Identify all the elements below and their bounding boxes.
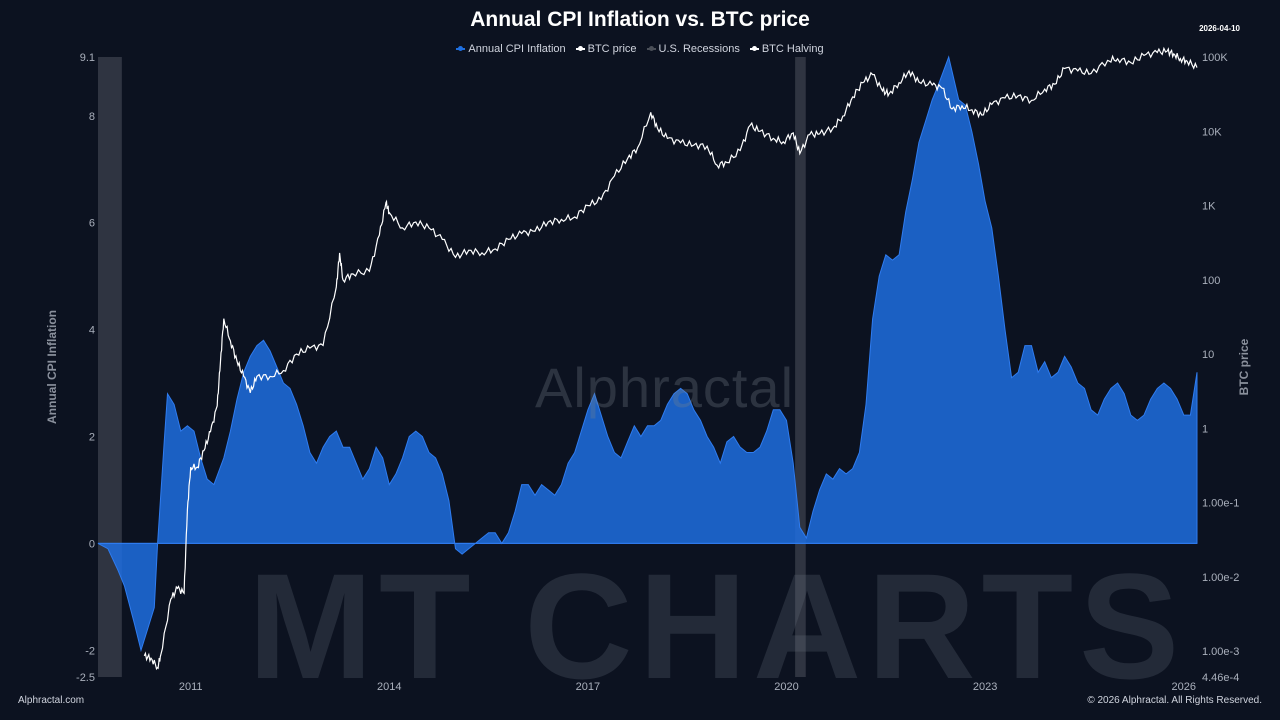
y-left-axis-title: Annual CPI Inflation bbox=[45, 310, 59, 424]
cpi-inflation-area bbox=[97, 55, 1198, 653]
legend-label-btc: BTC price bbox=[587, 43, 637, 55]
x-tick-1: 2014 bbox=[377, 681, 401, 693]
y-left-tick-3: 4 bbox=[89, 325, 95, 337]
legend-item-halving[interactable]: BTC Halving bbox=[749, 43, 824, 55]
recession-band-1 bbox=[795, 57, 806, 677]
legend: Annual CPI Inflation BTC price U.S. Rece… bbox=[0, 43, 1280, 55]
legend-label-cpi: Annual CPI Inflation bbox=[468, 43, 566, 55]
y-right-axis-title: BTC price bbox=[1237, 338, 1251, 395]
recession-band-0 bbox=[98, 57, 122, 677]
legend-swatch-btc bbox=[575, 46, 585, 51]
watermark-brand: Alphractal bbox=[535, 356, 795, 419]
y-right-tick-5: 1 bbox=[1202, 423, 1208, 435]
x-tick-0: 2011 bbox=[179, 681, 203, 693]
y-left-tick-0: 9.1 bbox=[80, 52, 95, 64]
y-right-tick-3: 100 bbox=[1202, 275, 1220, 287]
y-left-tick-6: -2 bbox=[85, 645, 95, 657]
legend-swatch-recessions bbox=[646, 46, 656, 51]
legend-swatch-halving bbox=[749, 46, 759, 51]
chart-date: 2026-04-10 bbox=[1199, 24, 1240, 33]
y-left-tick-4: 2 bbox=[89, 431, 95, 443]
footer-site[interactable]: Alphractal.com bbox=[18, 695, 85, 706]
y-right-tick-9: 4.46e-4 bbox=[1202, 672, 1239, 684]
x-tick-3: 2020 bbox=[774, 681, 798, 693]
legend-label-recessions: U.S. Recessions bbox=[658, 43, 740, 55]
y-right-tick-8: 1.00e-3 bbox=[1202, 646, 1239, 658]
watermark-text: MT CHARTS bbox=[248, 542, 1186, 710]
y-left-tick-2: 6 bbox=[89, 218, 95, 230]
y-right-tick-0: 100K bbox=[1202, 52, 1228, 64]
chart-title: Annual CPI Inflation vs. BTC price bbox=[470, 8, 810, 31]
x-tick-4: 2023 bbox=[973, 681, 997, 693]
footer-copyright: © 2026 Alphractal. All Rights Reserved. bbox=[1087, 695, 1262, 706]
legend-item-cpi[interactable]: Annual CPI Inflation bbox=[456, 43, 566, 55]
y-right-tick-6: 1.00e-1 bbox=[1202, 498, 1239, 510]
x-tick-2: 2017 bbox=[576, 681, 600, 693]
legend-swatch-cpi bbox=[456, 46, 466, 51]
y-left-tick-7: -2.5 bbox=[76, 672, 95, 684]
y-left-tick-5: 0 bbox=[89, 538, 95, 550]
y-right-tick-2: 1K bbox=[1202, 201, 1216, 213]
y-right-tick-7: 1.00e-2 bbox=[1202, 572, 1239, 584]
y-left-tick-1: 8 bbox=[89, 111, 95, 123]
legend-item-recessions[interactable]: U.S. Recessions bbox=[646, 43, 740, 55]
legend-label-halving: BTC Halving bbox=[761, 43, 824, 55]
legend-item-btc[interactable]: BTC price bbox=[575, 43, 637, 55]
y-right-tick-1: 10K bbox=[1202, 126, 1222, 138]
x-tick-5: 2026 bbox=[1172, 681, 1196, 693]
y-right-tick-4: 10 bbox=[1202, 349, 1214, 361]
btc-price-line bbox=[143, 46, 1198, 671]
